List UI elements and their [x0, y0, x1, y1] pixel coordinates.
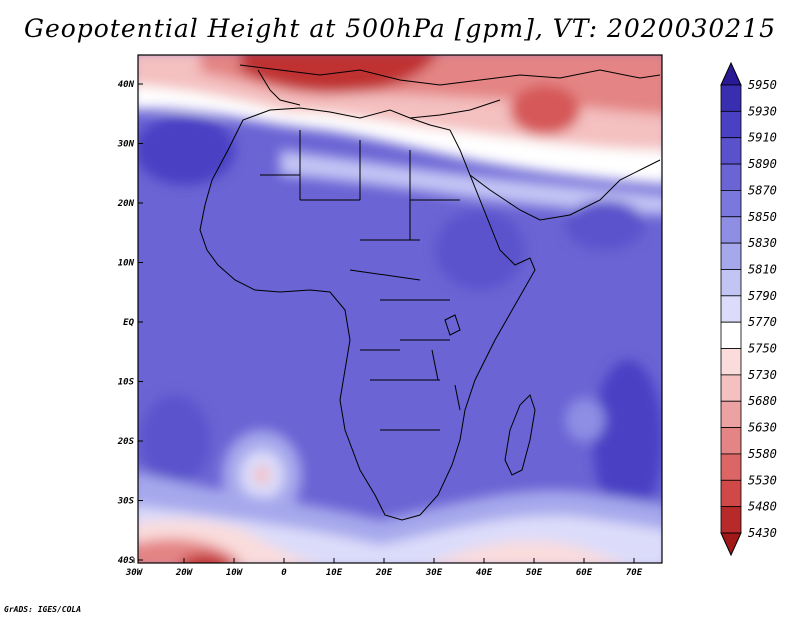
colorbar-swatch: [720, 216, 742, 244]
lat-tick-label: 20S: [117, 437, 135, 447]
colorbar-swatch: [720, 321, 742, 349]
lon-tick-label: 70E: [626, 568, 643, 578]
colorbar-swatch: [720, 295, 742, 323]
colorbar-swatch: [720, 269, 742, 297]
madagascar-outline: [504, 394, 536, 476]
levant-coast: [409, 99, 501, 119]
colorbar-level-label: 5930: [748, 104, 777, 118]
colorbar-swatch: [720, 374, 742, 402]
colorbar-level-label: 5950: [748, 78, 777, 92]
latitude-ticks: 40N 30N 20N 10N EQ 10S 20S 30S 40S: [117, 80, 143, 566]
lat-tick-label: 10N: [118, 259, 135, 269]
colorbar-level-label: 5530: [748, 473, 777, 487]
colorbar-level-label: 5770: [748, 315, 777, 329]
lat-tick-label: 20N: [117, 199, 135, 209]
height-field: [138, 55, 662, 563]
coastlines: [199, 64, 661, 521]
colorbar-top-arrow: [720, 61, 742, 86]
country-borders: [260, 130, 460, 431]
field-south-darkred: [180, 554, 230, 563]
colorbar-level-label: 5750: [748, 342, 777, 356]
iberia-coast: [257, 69, 301, 106]
mediterranean-coast: [239, 64, 661, 86]
lon-tick-label: 0: [281, 568, 287, 578]
lat-tick-label: 40S: [118, 556, 135, 566]
colorbar-swatch: [720, 348, 742, 376]
lon-tick-label: 30W: [125, 568, 144, 578]
field-high-arabian: [565, 200, 645, 250]
lat-tick-label: 30N: [117, 140, 135, 150]
lon-tick-label: 10E: [326, 568, 343, 578]
longitude-ticks: 30W 20W 10W 0 10E 20E 30E 40E 50E 60E 70E: [125, 558, 643, 578]
arabia-coast: [469, 159, 661, 221]
colorbar-level-label: 5830: [748, 236, 777, 250]
colorbar-level-label: 5580: [748, 447, 777, 461]
field-high-atlantic: [140, 395, 210, 485]
field-light-band: [280, 150, 662, 215]
field-high-ethiopia: [435, 210, 525, 290]
lake-victoria: [444, 314, 461, 336]
colorbar-swatch: [720, 242, 742, 270]
colorbar-level-label: 5480: [748, 500, 777, 514]
colorbar-swatch: [720, 479, 742, 508]
colorbar: 5950 5930 5910 5890 5870 5850 5830 5810 5790 5770…: [720, 61, 777, 557]
colorbar-level-label: 5630: [748, 421, 777, 435]
field-east-low: [510, 85, 580, 135]
lat-tick-label: EQ: [123, 318, 134, 328]
colorbar-level-label: 5790: [748, 289, 777, 303]
colorbar-swatch: [720, 427, 742, 455]
field-high-west: [138, 115, 235, 185]
field-sa-low-core: [254, 466, 270, 484]
lat-tick-label: 10S: [118, 378, 135, 388]
grads-credit: GrADS: IGES/COLA: [4, 605, 82, 614]
africa-outline: [199, 107, 536, 521]
colorbar-bottom-arrow: [720, 532, 742, 557]
colorbar-level-label: 5890: [748, 157, 777, 171]
field-south-east-pink: [434, 540, 622, 563]
colorbar-swatch: [720, 163, 742, 191]
colorbar-level-label: 5850: [748, 210, 777, 224]
lon-tick-label: 40E: [476, 568, 493, 578]
colorbar-swatch: [720, 506, 742, 534]
lon-tick-label: 50E: [526, 568, 543, 578]
colorbar-level-label: 5910: [748, 131, 777, 145]
colorbar-level-label: 5730: [748, 368, 777, 382]
lon-tick-label: 10W: [226, 568, 244, 578]
lat-tick-label: 30S: [117, 497, 135, 507]
colorbar-level-label: 5810: [748, 262, 777, 276]
field-north-darkred: [240, 55, 438, 93]
colorbar-swatch: [720, 190, 742, 218]
lon-tick-label: 20E: [375, 568, 393, 578]
lon-tick-label: 60E: [576, 568, 593, 578]
lon-tick-label: 20W: [175, 568, 194, 578]
colorbar-level-label: 5870: [748, 183, 777, 197]
lon-tick-label: 30E: [425, 568, 443, 578]
rift-lakes: [431, 349, 461, 411]
colorbar-swatch: [720, 400, 742, 428]
field-high-indian: [593, 360, 662, 520]
colorbar-swatch: [720, 453, 742, 481]
colorbar-level-label: 5680: [748, 394, 777, 408]
colorbar-swatch: [720, 110, 742, 139]
map-frame: [137, 54, 663, 564]
colorbar-swatch: [720, 137, 742, 165]
field-weak-cell: [565, 398, 605, 442]
chart-title: Geopotential Height at 500hPa [gpm], VT:…: [23, 14, 777, 43]
colorbar-swatch: [720, 84, 742, 112]
colorbar-level-label: 5430: [748, 526, 777, 540]
lat-tick-label: 40N: [118, 80, 135, 90]
